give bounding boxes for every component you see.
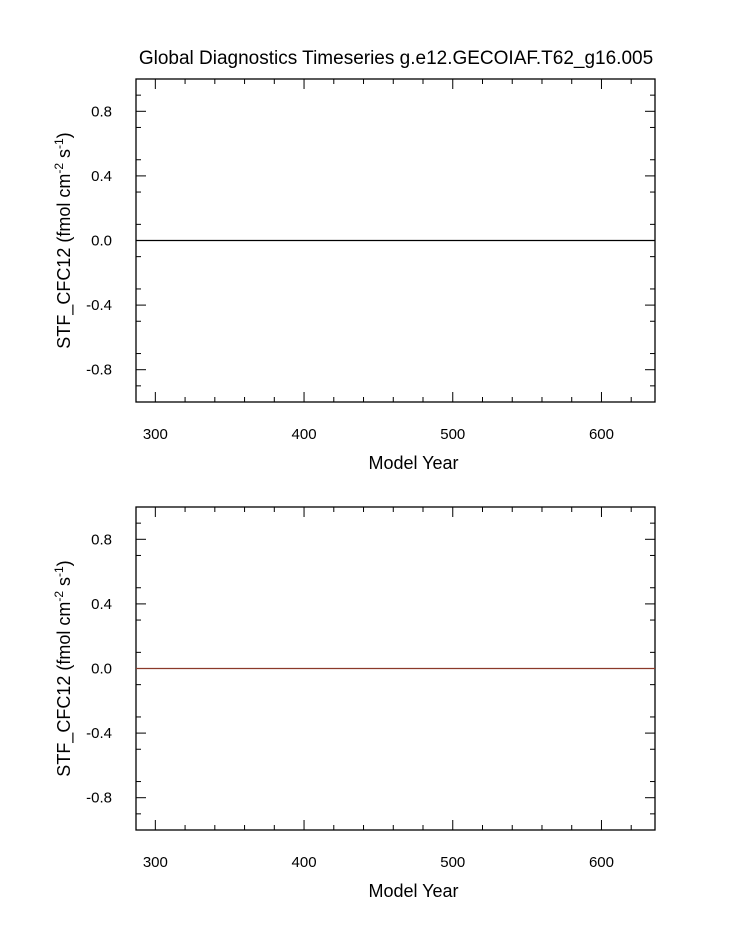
- x-tick-label: 400: [292, 426, 317, 443]
- x-tick-label: 500: [440, 854, 465, 871]
- x-tick-label: 300: [143, 426, 168, 443]
- x-tick-label: 600: [589, 426, 614, 443]
- y-tick-label: -0.4: [86, 725, 112, 742]
- y-tick-label: 0.8: [91, 531, 112, 548]
- y-tick-label: 0.0: [91, 661, 112, 678]
- x-tick-label: 400: [292, 854, 317, 871]
- y-tick-label: 0.4: [91, 596, 112, 613]
- y-axis-label: STF_CFC12 (fmol cm-2 s-1): [52, 560, 75, 776]
- y-tick-label: 0.0: [91, 233, 112, 250]
- y-tick-label: -0.8: [86, 790, 112, 807]
- chart-panel-2: 300 400 500 600 0.8 0.4 0.0 -0.4 -0.8 Model Year S…: [52, 506, 656, 901]
- y-tick-label: -0.4: [86, 297, 112, 314]
- y-tick-label: 0.4: [91, 168, 112, 185]
- y-tick-label: -0.8: [86, 362, 112, 379]
- x-tick-label: 300: [143, 854, 168, 871]
- chart-panel-1: 300 400 500 600 0.8 0.4 0.0 -0.4 -0.8 Model Year S…: [52, 78, 656, 473]
- y-axis-label: STF_CFC12 (fmol cm-2 s-1): [52, 132, 75, 348]
- y-tick-label: 0.8: [91, 103, 112, 120]
- x-axis-label: Model Year: [368, 881, 458, 901]
- x-tick-label: 600: [589, 854, 614, 871]
- chart-title: Global Diagnostics Timeseries g.e12.GECO…: [139, 48, 653, 69]
- x-axis-label: Model Year: [368, 453, 458, 473]
- x-tick-label: 500: [440, 426, 465, 443]
